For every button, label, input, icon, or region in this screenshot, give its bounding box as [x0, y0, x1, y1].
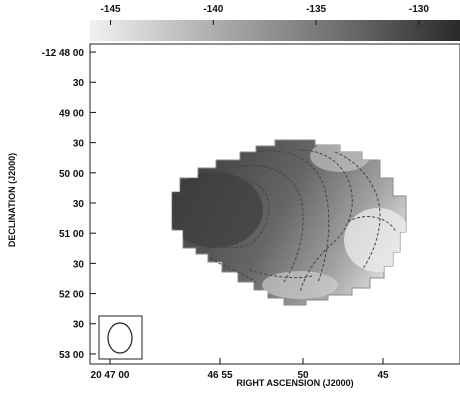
plot-frame	[89, 43, 460, 365]
contour-line	[229, 164, 304, 283]
y-tick-label: 30	[73, 199, 85, 210]
contour-line	[209, 257, 257, 283]
colorbar-tick-label: -145	[101, 4, 121, 15]
y-tick-label: 50 00	[59, 169, 84, 180]
x-tick-label: 20 47 00	[91, 370, 130, 381]
contour-line	[299, 149, 353, 293]
contour-line	[199, 179, 270, 248]
contour-line	[249, 269, 313, 279]
y-tick-label: 53 00	[59, 350, 84, 361]
colorbar-tick-label: -135	[306, 4, 326, 15]
contour-line	[334, 151, 381, 271]
contour-line	[257, 150, 330, 283]
x-tick-label: 46 55	[207, 370, 232, 381]
x-axis-title: RIGHT ASCENSION (J2000)	[236, 378, 353, 388]
colorbar-tick-label: -130	[409, 4, 429, 15]
colorbar-ticks: -145 -140 -135 -130	[101, 4, 429, 25]
y-tick-label: 30	[73, 139, 85, 150]
beam-ellipse	[107, 322, 133, 354]
y-tick-label: 49 00	[59, 108, 84, 119]
dark-patch	[172, 172, 263, 248]
x-tick-labels: 20 47 00 46 55 50 45	[91, 370, 389, 381]
colorbar: -145 -140 -135 -130	[90, 4, 460, 41]
y-tick-label: -12 48 00	[42, 48, 85, 59]
x-tick-label: 45	[377, 370, 389, 381]
y-tick-label: 30	[73, 78, 85, 89]
map-shading	[172, 140, 406, 299]
contour-line	[347, 216, 397, 233]
y-tick-label: 30	[73, 259, 85, 270]
y-tick-label: 52 00	[59, 290, 84, 301]
light-patch-bottom	[262, 271, 338, 299]
y-tick-label: 51 00	[59, 229, 84, 240]
x-tick-label: 50	[297, 370, 309, 381]
colorbar-gradient	[90, 20, 460, 41]
contour-lines	[199, 149, 397, 293]
beam	[98, 315, 143, 360]
colorbar-tick-label: -140	[203, 4, 223, 15]
y-axis-title: DECLINATION (J2000)	[7, 153, 17, 247]
y-tick-label: 30	[73, 320, 85, 331]
emission-map	[171, 139, 407, 306]
y-tick-labels: -12 48 00 30 49 00 30 50 00 30 51 00 30 52 00 30 5…	[42, 48, 85, 361]
